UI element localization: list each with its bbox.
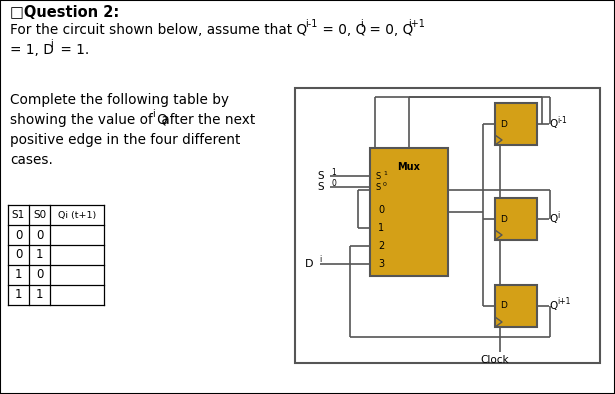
Text: Q: Q: [549, 119, 557, 129]
Text: i+1: i+1: [557, 297, 570, 307]
Text: i: i: [360, 19, 363, 29]
Text: Qi (t+1): Qi (t+1): [58, 210, 96, 219]
Text: 1: 1: [378, 223, 384, 233]
Text: Clock: Clock: [481, 355, 509, 365]
Text: i: i: [557, 210, 559, 219]
Bar: [495, 285, 537, 327]
Text: S: S: [317, 171, 324, 181]
Text: positive edge in the four different: positive edge in the four different: [10, 133, 240, 147]
Text: S: S: [376, 182, 381, 191]
Text: 1: 1: [383, 171, 387, 175]
Text: Q: Q: [549, 301, 557, 311]
Text: i: i: [319, 255, 321, 264]
Text: 1: 1: [36, 288, 43, 301]
Text: 0: 0: [378, 205, 384, 215]
Text: 3: 3: [378, 259, 384, 269]
Text: i: i: [152, 109, 155, 119]
Text: = 1.: = 1.: [56, 43, 89, 57]
Text: 0: 0: [15, 249, 22, 262]
Text: i: i: [50, 39, 53, 49]
Text: S1: S1: [12, 210, 25, 220]
Text: 0: 0: [331, 178, 336, 188]
Bar: [295, 88, 600, 363]
Text: 1: 1: [15, 288, 22, 301]
Text: i-1: i-1: [305, 19, 317, 29]
Text: D: D: [304, 259, 313, 269]
Text: D: D: [500, 119, 507, 128]
Text: after the next: after the next: [157, 113, 255, 127]
Text: Q: Q: [549, 214, 557, 224]
Text: Mux: Mux: [397, 162, 421, 172]
Bar: [495, 198, 537, 240]
Text: cases.: cases.: [10, 153, 53, 167]
Text: D: D: [500, 301, 507, 310]
Text: 0: 0: [36, 268, 43, 281]
Bar: [495, 103, 537, 145]
Text: i-1: i-1: [557, 115, 567, 125]
Text: 1: 1: [331, 167, 336, 177]
Bar: [370, 148, 448, 276]
Text: = 0, Q: = 0, Q: [365, 23, 413, 37]
Text: = 0, Q: = 0, Q: [318, 23, 367, 37]
Text: S: S: [376, 171, 381, 180]
Text: 1: 1: [15, 268, 22, 281]
Text: 0: 0: [15, 229, 22, 242]
Text: D: D: [500, 214, 507, 223]
Text: 0: 0: [383, 182, 387, 186]
Text: S0: S0: [33, 210, 46, 220]
Text: Complete the following table by: Complete the following table by: [10, 93, 229, 107]
Text: 0: 0: [36, 229, 43, 242]
Text: 2: 2: [378, 241, 384, 251]
Text: showing the value of Q: showing the value of Q: [10, 113, 168, 127]
Text: 1: 1: [36, 249, 43, 262]
Text: For the circuit shown below, assume that Q: For the circuit shown below, assume that…: [10, 23, 307, 37]
Text: i+1: i+1: [408, 19, 425, 29]
Text: S: S: [317, 182, 324, 192]
Text: □Question 2:: □Question 2:: [10, 5, 119, 20]
Text: = 1, D: = 1, D: [10, 43, 54, 57]
